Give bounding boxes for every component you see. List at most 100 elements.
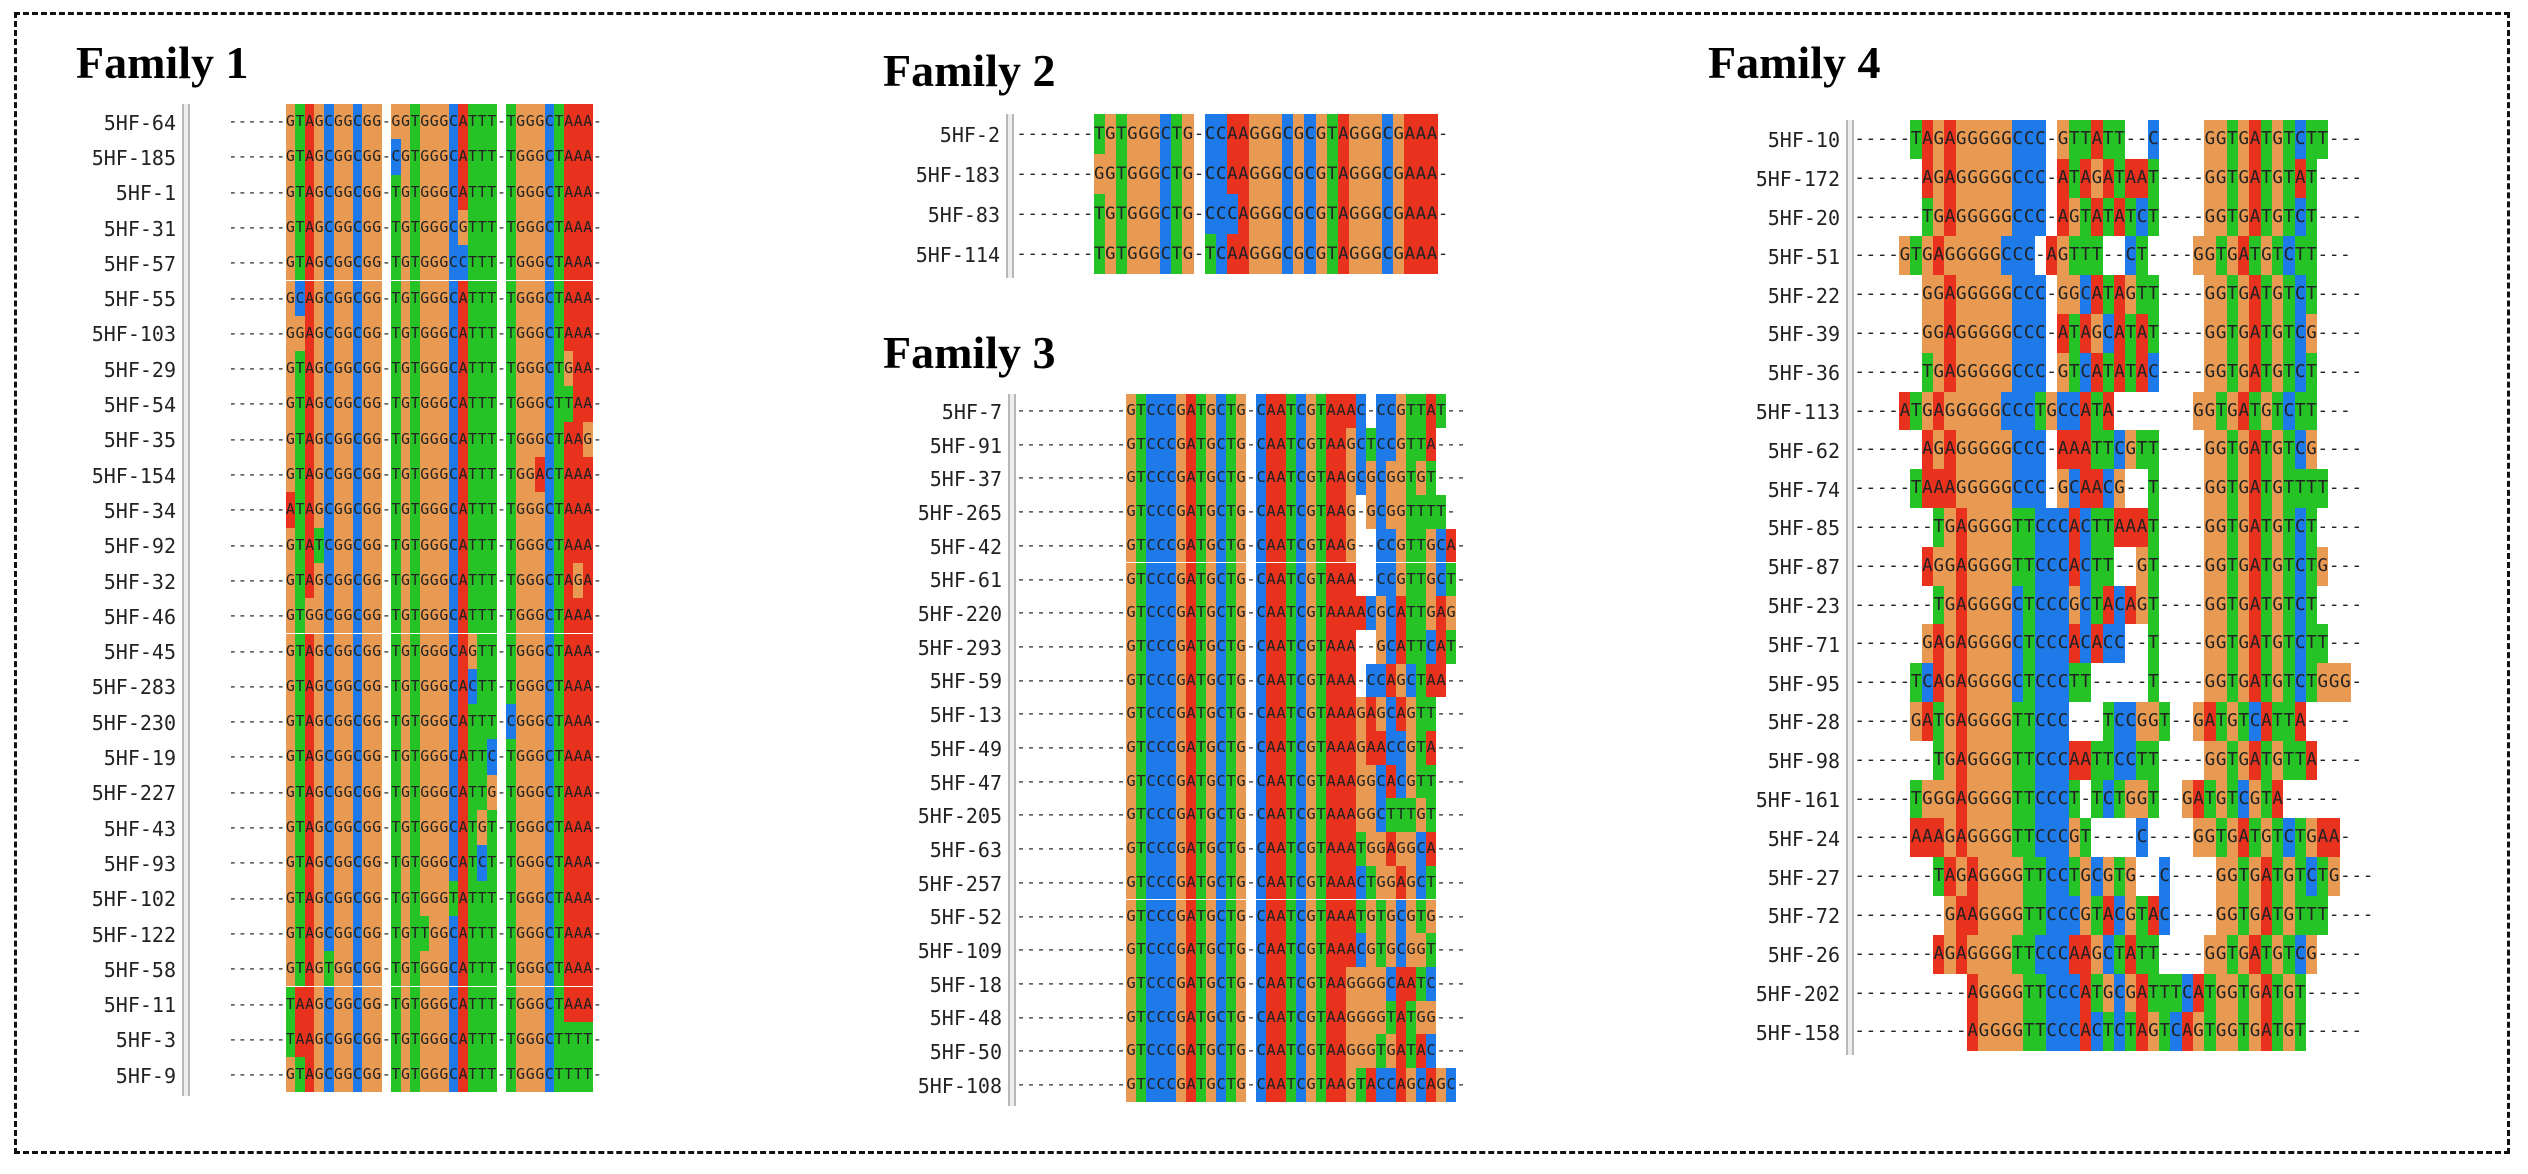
sequence-name: 5HF-36 xyxy=(1767,361,1840,386)
sequence-name: 5HF-49 xyxy=(929,736,1002,761)
sequence-row: ------TAAGCGGCGG-TGTGGGCATTT-TGGGCTTTT- xyxy=(228,1021,602,1058)
sequence-name: 5HF-27 xyxy=(1767,865,1840,890)
sequence-name: 5HF-58 xyxy=(103,957,176,982)
sequence-row: ------GTAGCGGCGG-TGTTGGCATTT-TGGGCTAAA- xyxy=(228,915,602,952)
sequence-row: ----------AGGGGTTCCCACTCTAGTCAGTGGTGATGT… xyxy=(1854,1012,2362,1052)
sequence-row: ------ATAGCGGCGG-TGTGGGCATTT-TGGGCTAAA- xyxy=(228,492,602,528)
sequence-row: ------GTAGCGGCGG-TGTGGGCCTTT-TGGGCTAAA- xyxy=(228,245,602,281)
sequence-row: -----------GTCCCGATGCTG-CAATCGTAAGGGGTAT… xyxy=(1016,1000,1466,1035)
sequence-name: 5HF-113 xyxy=(1755,400,1840,424)
sequence-row: -------GGTGGGCTG-CCAAGGGCGCGTAGGGCGAAA- xyxy=(1016,154,1449,194)
sequence-row: -------TGTGGGCTG-TCAAGGGCGCGTAGGGCGAAA- xyxy=(1016,234,1449,274)
sequence-row: ------TAAGCGGCGG-TGTGGGCATTT-TGGGCTAAA- xyxy=(228,986,602,1022)
sequence-name: 5HF-265 xyxy=(917,500,1002,525)
sequence-row: ------GTAGCGGCGG-TGTGGGCATCT-TGGGCTAAA- xyxy=(228,845,602,881)
sequence-row: ------GTAGCGGCGG-TGTGGGCATTT-TGGGCTAGA- xyxy=(228,562,602,599)
sequence-row: ------GTAGCGGCGG-TGTGGGCGTTT-TGGGCTAAA- xyxy=(228,209,602,246)
sequence-name: 5HF-39 xyxy=(1767,322,1840,347)
sequence-name: 5HF-71 xyxy=(1767,632,1840,657)
family-2-alignment: 5HF-2 -------TGTGGGCTG-CCAAGGGCGCGTAGGGCG… xyxy=(860,114,1455,278)
sequence-name: 5HF-202 xyxy=(1755,982,1840,1006)
sequence-name: 5HF-24 xyxy=(1767,826,1840,851)
sequence-row: ------TGAGGGGGCCC-GTCATATAC----GGTGATGTC… xyxy=(1854,352,2362,392)
sequence-name: 5HF-161 xyxy=(1755,788,1840,812)
sequence-name: 5HF-19 xyxy=(103,746,176,771)
sequence-row: ------GTAGCGGCGG-TGTGGGCAGTT-TGGGCTAAA- xyxy=(228,633,602,669)
sequence-row: ------GTAGCGGCGG-TGTGGGCATTT-TGGGCTAAG- xyxy=(228,421,602,457)
sequence-row: -----TAAAGGGGGCCC-GCAACG--T----GGTGATGTT… xyxy=(1854,469,2362,508)
sequence-row: -------TGTGGGCTG-CCAAGGGCGCGTAGGGCGAAA- xyxy=(1016,114,1449,154)
sequence-name: 5HF-20 xyxy=(1767,206,1840,230)
sequence-row: -----TAGAGGGGGCCC-GTTATT--C----GGTGATGTC… xyxy=(1854,120,2362,159)
sequence-row: -----------GTCCCGATGCTG-CAATCGTAAATGGAGG… xyxy=(1016,832,1466,866)
sequence-row: -----------GTCCCGATGCTG-CAATCGTAAG--CCGT… xyxy=(1016,528,1466,563)
sequence-row: ------GTGGCGGCGG-TGTGGGCATTT-TGGGCTAAA- xyxy=(228,598,602,634)
sequence-name: 5HF-3 xyxy=(115,1028,176,1053)
sequence-row: ----GTGAGGGGGCCC-AGTTT--CT----GGTGATGTCT… xyxy=(1854,236,2351,276)
sequence-name: 5HF-93 xyxy=(103,851,176,876)
sequence-row: -----------GTCCCGATGCTG-CAATCGTAAAGAACCG… xyxy=(1016,731,1466,765)
sequence-row: -------TAGAGGGGTTCCTGCGTG--C----GGTGATGT… xyxy=(1854,857,2374,896)
sequence-row: ------GTAGCGGCGG-TGTGGGCATGT-TGGGCTAAA- xyxy=(228,810,602,846)
sequence-name: 5HF-34 xyxy=(103,498,176,523)
sequence-name: 5HF-43 xyxy=(103,816,176,841)
sequence-name: 5HF-83 xyxy=(927,203,1000,227)
alignment-divider xyxy=(1008,394,1016,1106)
sequence-row: -----------GTCCCGATGCTG-CAATCGTAAGGGGCAA… xyxy=(1016,966,1466,1001)
sequence-row: -----TCAGAGGGGCTCCCTT-----T----GGTGATGTC… xyxy=(1854,663,2362,702)
sequence-name: 5HF-227 xyxy=(91,781,176,806)
sequence-name: 5HF-63 xyxy=(929,837,1002,862)
sequence-row: ------GTAGCGGCGG-TGTGGGCATTT-TGGGCTTAA- xyxy=(228,386,602,422)
sequence-row: -------TGTGGGCTG-CCCAGGGCGCGTAGGGCGAAA- xyxy=(1016,194,1449,234)
family-3-title: Family 3 xyxy=(883,327,1056,378)
sequence-row: -----------GTCCCGATGCTG-CAATCGTAAA--CCGT… xyxy=(1016,562,1466,597)
sequence-row: -----------GTCCCGATGCTG-CAATCGTAAA-CCAGC… xyxy=(1016,663,1466,698)
sequence-name: 5HF-230 xyxy=(91,710,176,735)
sequence-row: ------GGAGGGGGCCC-ATAGCATAT----GGTGATGTC… xyxy=(1854,314,2362,353)
sequence-name: 5HF-13 xyxy=(929,703,1002,728)
sequence-row: -----------GTCCCGATGCTG-CAATCGTAAA--GCAT… xyxy=(1016,629,1466,664)
sequence-row: -----------GTCCCGATGCTG-CAATCGTAAAGGCACG… xyxy=(1016,764,1466,799)
sequence-row: ------GTAGCGGCGG-TGTGGGCATTT-TGGGCTTTT- xyxy=(228,1057,602,1093)
sequence-name: 5HF-109 xyxy=(917,939,1002,964)
sequence-name: 5HF-26 xyxy=(1767,943,1840,968)
sequence-name: 5HF-37 xyxy=(929,467,1002,492)
sequence-name: 5HF-283 xyxy=(91,675,176,700)
sequence-row: -------AGAGGGGTTCCCAAGCTATT----GGTGATGTC… xyxy=(1854,934,2362,974)
sequence-row: -------TGAGGGGTTCCCACTTAAAT----GGTGATGTC… xyxy=(1854,508,2362,547)
sequence-name: 5HF-103 xyxy=(91,322,176,347)
sequence-row: ------GTAGCGGCGG-TGTGGGCATTT-TGGGCTGAA- xyxy=(228,351,602,387)
sequence-name: 5HF-57 xyxy=(103,251,176,276)
sequence-name: 5HF-54 xyxy=(103,393,176,418)
sequence-row: -----------GTCCCGATGCTG-CAATCGTAAGCTCCGT… xyxy=(1016,427,1466,462)
sequence-row: -----------GTCCCGATGCTG-CAATCGTAAAACGCAT… xyxy=(1016,596,1456,630)
sequence-name: 5HF-55 xyxy=(103,287,176,312)
sequence-name: 5HF-74 xyxy=(1767,477,1840,502)
sequence-row: ------AGAGGGGGCCC-ATAGATAAT----GGTGATGTA… xyxy=(1854,158,2362,198)
sequence-name: 5HF-35 xyxy=(103,428,176,453)
sequence-row: ------GTATCGGCGG-TGTGGGCATTT-TGGGCTAAA- xyxy=(228,527,602,563)
sequence-row: ----ATGAGGGGGCCCTGCCATA-------GGTGATGTCT… xyxy=(1854,391,2351,431)
family-2-title: Family 2 xyxy=(883,45,1056,96)
sequence-name: 5HF-22 xyxy=(1767,283,1840,308)
family-1-title: Family 1 xyxy=(76,37,249,88)
figure-frame xyxy=(14,12,2510,1154)
family-4-title: Family 4 xyxy=(1708,37,1881,88)
sequence-name: 5HF-7 xyxy=(941,399,1002,424)
sequence-row: ------GTAGCGGCGG-TGTGGGCACTT-TGGGCTAAA- xyxy=(228,668,602,705)
sequence-name: 5HF-51 xyxy=(1767,244,1840,269)
sequence-name: 5HF-293 xyxy=(917,635,1002,660)
sequence-row: -----------GTCCCGATGCTG-CAATCGTAAAC-CCGT… xyxy=(1016,394,1466,428)
sequence-name: 5HF-32 xyxy=(103,569,176,594)
sequence-name: 5HF-64 xyxy=(103,110,176,135)
sequence-row: ------GCAGCGGCGG-TGTGGGCATTT-TGGGCTAAA- xyxy=(228,280,602,316)
sequence-name: 5HF-205 xyxy=(917,804,1002,829)
sequence-name: 5HF-42 xyxy=(929,534,1002,559)
family-3-alignment: 5HF-7 -----------GTCCCGATGCTG-CAATCGTAAAC… xyxy=(862,394,1472,1106)
alignment-divider xyxy=(182,104,190,1097)
sequence-name: 5HF-23 xyxy=(1767,594,1840,618)
sequence-row: ------GTAGCGGCGG-TGTGGGCATTG-TGGGCTAAA- xyxy=(228,774,602,810)
sequence-name: 5HF-50 xyxy=(929,1040,1002,1065)
sequence-name: 5HF-29 xyxy=(103,357,176,382)
sequence-name: 5HF-122 xyxy=(91,922,176,947)
